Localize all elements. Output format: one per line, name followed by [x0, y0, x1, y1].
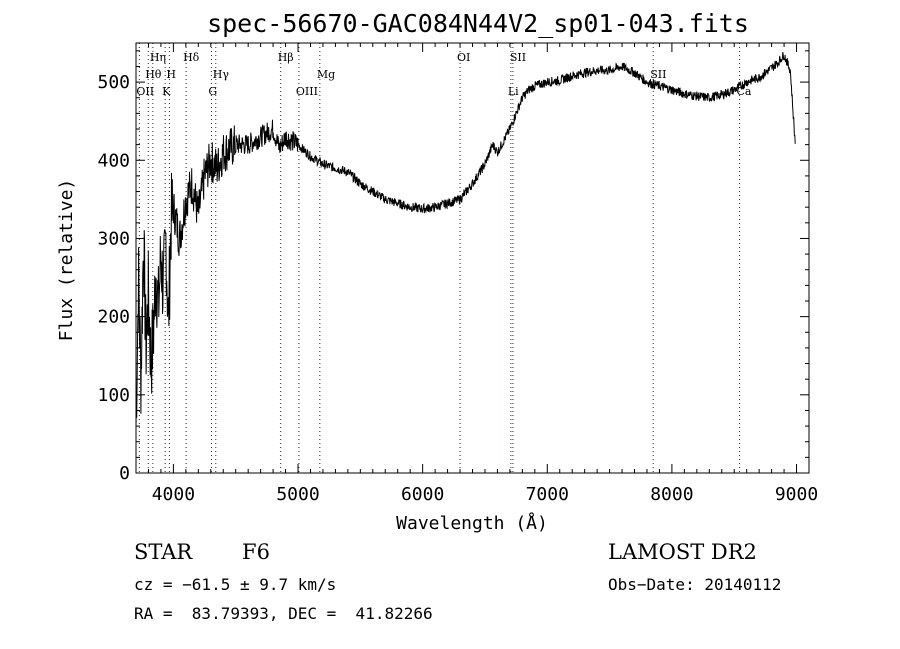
y-tick-label: 100 — [97, 385, 130, 406]
spectrum-series — [135, 52, 796, 428]
survey-name: LAMOST DR2 — [608, 540, 757, 564]
x-tick-label: 9000 — [775, 484, 818, 505]
spectral-line-label: Hβ — [278, 51, 294, 64]
y-axis-label: Flux (relative) — [56, 179, 77, 342]
y-tick-label: 200 — [97, 307, 130, 328]
x-tick-label: 7000 — [526, 484, 569, 505]
chart-title: spec-56670-GAC084N44V2_sp01-043.fits — [207, 9, 749, 38]
spectral-line-label: Hδ — [183, 51, 200, 64]
y-tick-label: 300 — [97, 228, 130, 249]
spectral-line-label: Hθ — [145, 68, 162, 81]
x-tick-label: 4000 — [152, 484, 195, 505]
spectral-line-markers: Hη Hθ OII HK Hδ Hγ G Hβ OIII Mg OI SII Li SII Ca — [136, 43, 752, 473]
spectral-line-label: Mg — [317, 68, 335, 81]
spectral-line-label: Li — [508, 85, 519, 98]
observation-date: Obs−Date: 20140112 — [608, 575, 782, 594]
spectral-line-label: OIII — [296, 85, 318, 98]
spectral-line-label: G — [208, 85, 217, 98]
spectral-line-label: OI — [457, 51, 470, 64]
spectral-line-label: H — [166, 68, 176, 81]
spectral-line-label: K — [162, 85, 171, 98]
x-axis-label: Wavelength (Å) — [396, 512, 548, 534]
spectrum-line — [135, 52, 796, 428]
spectral-line-label: SII — [510, 51, 526, 64]
coordinates: RA = 83.79393, DEC = 41.82266 — [134, 604, 433, 623]
redshift-cz: cz = −61.5 ± 9.7 km/s — [134, 575, 337, 594]
axis-ticks: 4000 5000 6000 7000 8000 9000 0 100 200 300 400 500 — [97, 43, 818, 505]
spectral-line-label: OII — [136, 85, 154, 98]
plot-frame — [135, 42, 810, 474]
spectral-line-label: Hη — [150, 51, 166, 64]
spectral-line-label: Hγ — [213, 68, 230, 81]
x-tick-label: 6000 — [401, 484, 444, 505]
y-tick-label: 0 — [119, 463, 130, 484]
object-class: STAR — [134, 540, 193, 564]
y-tick-label: 500 — [97, 72, 130, 93]
x-tick-label: 5000 — [276, 484, 319, 505]
x-tick-label: 8000 — [650, 484, 693, 505]
spectral-line-label: SII — [650, 68, 666, 81]
y-tick-label: 400 — [97, 150, 130, 171]
spectral-line-label: Ca — [736, 85, 751, 98]
object-subclass: F6 — [242, 540, 270, 564]
